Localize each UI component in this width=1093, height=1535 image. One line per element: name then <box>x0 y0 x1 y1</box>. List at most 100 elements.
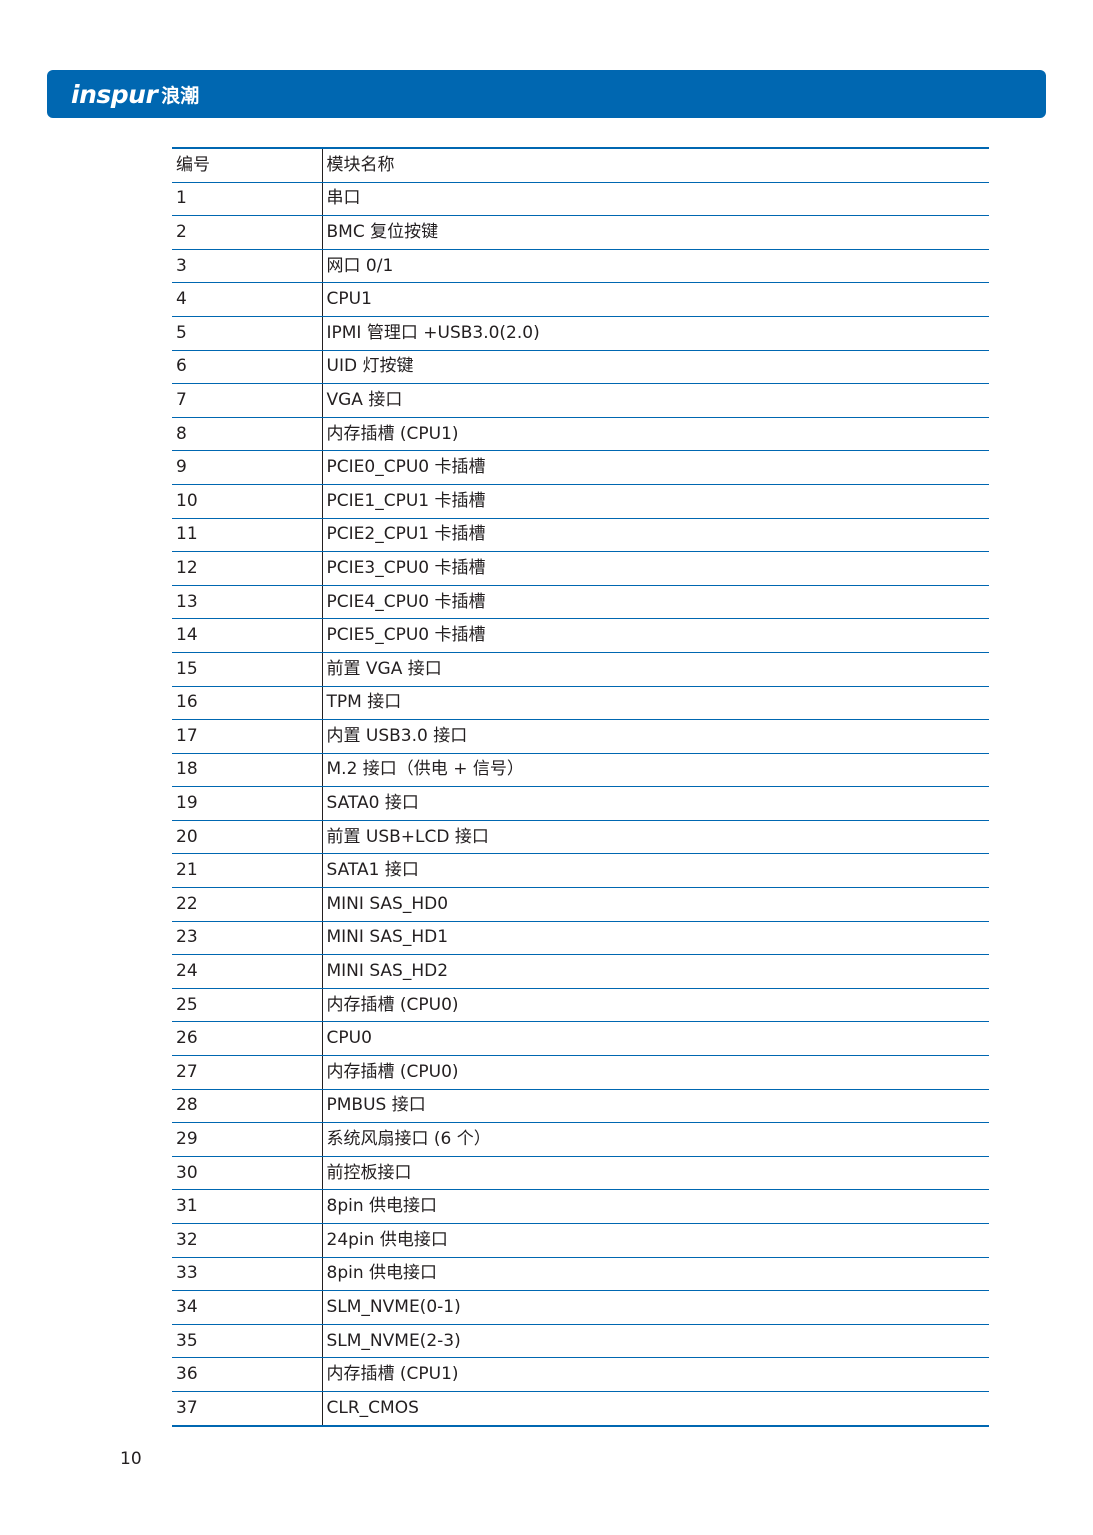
table-row: 30 前控板接口 <box>172 1156 989 1191</box>
module-name-cell: 内置 USB3.0 接口 <box>322 719 989 754</box>
module-name-cell: BMC 复位按键 <box>322 215 989 250</box>
header-bar: inspur 浪潮 <box>47 70 1046 118</box>
module-name-cell: SLM_NVME(2-3) <box>322 1324 989 1359</box>
table-row: 35 SLM_NVME(2-3) <box>172 1324 989 1359</box>
module-number-cell: 14 <box>172 618 323 653</box>
table-row: 14 PCIE5_CPU0 卡插槽 <box>172 618 989 653</box>
module-number-cell: 19 <box>172 786 323 821</box>
module-name-cell: CPU0 <box>322 1021 989 1057</box>
table-row: 37 CLR_CMOS <box>172 1391 989 1426</box>
table-row: 1 串口 <box>172 182 989 217</box>
table-row: 5 IPMI 管理口 +USB3.0(2.0) <box>172 316 989 351</box>
page-number: 10 <box>120 1449 142 1469</box>
module-number-cell: 32 <box>172 1223 323 1258</box>
module-number-cell: 37 <box>172 1391 323 1426</box>
module-name-cell: TPM 接口 <box>322 686 989 721</box>
module-number-cell: 28 <box>172 1089 323 1124</box>
module-name-cell: PCIE5_CPU0 卡插槽 <box>322 618 989 653</box>
table-row: 17 内置 USB3.0 接口 <box>172 719 989 754</box>
inspur-logo: inspur 浪潮 <box>71 70 199 118</box>
module-number-cell: 22 <box>172 887 323 922</box>
logo-chinese-name: 浪潮 <box>161 84 200 107</box>
module-name-cell: M.2 接口（供电 + 信号） <box>322 753 989 788</box>
table-row: 12 PCIE3_CPU0 卡插槽 <box>172 551 989 586</box>
module-number-cell: 34 <box>172 1290 323 1325</box>
module-number-cell: 27 <box>172 1055 323 1090</box>
column-header-module-name: 模块名称 <box>322 148 989 183</box>
module-number-cell: 36 <box>172 1357 323 1392</box>
module-number-cell: 8 <box>172 417 323 452</box>
module-name-cell: PCIE2_CPU1 卡插槽 <box>322 518 989 553</box>
module-name-cell: CPU1 <box>322 282 989 317</box>
table-row: 9 PCIE0_CPU0 卡插槽 <box>172 450 989 485</box>
table-row: 2 BMC 复位按键 <box>172 215 989 250</box>
table-row: 26 CPU0 <box>172 1021 989 1057</box>
table-row: 23 MINI SAS_HD1 <box>172 921 989 956</box>
module-number-cell: 7 <box>172 383 323 418</box>
module-number-cell: 23 <box>172 921 323 956</box>
table-row: 18 M.2 接口（供电 + 信号） <box>172 753 989 788</box>
module-name-cell: IPMI 管理口 +USB3.0(2.0) <box>322 316 989 351</box>
module-number-cell: 6 <box>172 350 323 385</box>
table-row: 31 8pin 供电接口 <box>172 1189 989 1224</box>
table-row: 7 VGA 接口 <box>172 383 989 418</box>
table-row: 13 PCIE4_CPU0 卡插槽 <box>172 585 989 620</box>
module-name-cell: VGA 接口 <box>322 383 989 418</box>
module-number-cell: 16 <box>172 686 323 721</box>
table-row: 20 前置 USB+LCD 接口 <box>172 820 989 855</box>
table-row: 15 前置 VGA 接口 <box>172 652 989 687</box>
module-name-cell: 内存插槽 (CPU1) <box>322 1357 989 1392</box>
module-name-cell: SATA1 接口 <box>322 853 989 889</box>
module-name-cell: MINI SAS_HD0 <box>322 887 989 922</box>
table-row: 24 MINI SAS_HD2 <box>172 954 989 989</box>
table-row: 6 UID 灯按键 <box>172 350 989 385</box>
module-number-cell: 11 <box>172 518 323 553</box>
table-row: 25 内存插槽 (CPU0) <box>172 988 989 1023</box>
module-number-cell: 13 <box>172 585 323 620</box>
module-table: 编号 模块名称 1 串口 2 BMC 复位按键 3 网口 0/1 4 CPU1 5 IPMI 管理… <box>172 147 989 1427</box>
table-row: 29 系统风扇接口 (6 个） <box>172 1122 989 1157</box>
module-number-cell: 35 <box>172 1324 323 1359</box>
module-number-cell: 18 <box>172 753 323 788</box>
table-row: 22 MINI SAS_HD0 <box>172 887 989 922</box>
module-number-cell: 25 <box>172 988 323 1023</box>
module-number-cell: 5 <box>172 316 323 351</box>
table-row: 19 SATA0 接口 <box>172 786 989 821</box>
module-name-cell: SLM_NVME(0-1) <box>322 1290 989 1325</box>
module-name-cell: 24pin 供电接口 <box>322 1223 989 1258</box>
table-row: 21 SATA1 接口 <box>172 853 989 889</box>
column-header-number: 编号 <box>172 148 323 183</box>
module-number-cell: 1 <box>172 182 323 217</box>
module-name-cell: CLR_CMOS <box>326 1397 419 1418</box>
module-name-cell: PMBUS 接口 <box>322 1089 989 1124</box>
logo-wordmark: inspur <box>71 79 158 109</box>
module-name-cell: 内存插槽 (CPU0) <box>322 988 989 1023</box>
module-number-cell: 21 <box>172 853 323 889</box>
module-number-cell: 20 <box>172 820 323 855</box>
module-name-cell: 系统风扇接口 (6 个） <box>322 1122 989 1157</box>
module-number-cell: 33 <box>172 1257 323 1292</box>
module-name-cell: SATA0 接口 <box>322 786 989 821</box>
table-row: 10 PCIE1_CPU1 卡插槽 <box>172 484 989 519</box>
module-number-cell: 17 <box>172 719 323 754</box>
module-number-cell: 9 <box>172 450 323 485</box>
module-name-cell: PCIE4_CPU0 卡插槽 <box>322 585 989 620</box>
module-number-cell: 10 <box>172 484 323 519</box>
table-row: 32 24pin 供电接口 <box>172 1223 989 1258</box>
module-name-cell: 内存插槽 (CPU1) <box>322 417 989 452</box>
module-name-cell: 前置 VGA 接口 <box>322 652 989 687</box>
module-name-cell: 8pin 供电接口 <box>322 1189 989 1224</box>
module-name-cell: 串口 <box>322 182 989 217</box>
module-name-cell: 8pin 供电接口 <box>322 1257 989 1292</box>
module-name-cell: 内存插槽 (CPU0) <box>322 1055 989 1090</box>
module-name-cell: 前置 USB+LCD 接口 <box>322 820 989 855</box>
module-name-cell: 网口 0/1 <box>322 249 989 284</box>
table-body: 1 串口 2 BMC 复位按键 3 网口 0/1 4 CPU1 5 IPMI 管理口 +USB3.… <box>172 182 989 1426</box>
table-row: 3 网口 0/1 <box>172 249 989 284</box>
module-name-cell: PCIE3_CPU0 卡插槽 <box>322 551 989 586</box>
module-name-cell: MINI SAS_HD1 <box>322 921 989 956</box>
module-number-cell: 12 <box>172 551 323 586</box>
module-number-cell: 15 <box>172 652 323 687</box>
table-row: 27 内存插槽 (CPU0) <box>172 1055 989 1090</box>
module-name-cell: 前控板接口 <box>322 1156 989 1191</box>
